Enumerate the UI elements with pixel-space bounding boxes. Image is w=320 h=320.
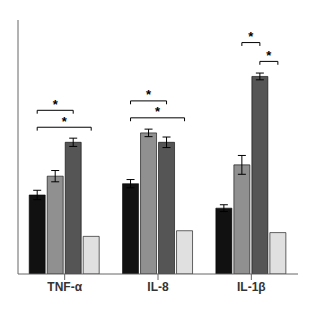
svg-text:TNF-α: TNF-α: [47, 280, 82, 294]
svg-text:*: *: [155, 104, 161, 119]
svg-text:*: *: [62, 114, 68, 129]
svg-text:*: *: [266, 48, 272, 63]
svg-text:*: *: [248, 29, 254, 44]
svg-text:IL-1β: IL-1β: [237, 280, 266, 294]
svg-text:*: *: [146, 87, 152, 102]
svg-text:*: *: [53, 97, 59, 112]
svg-text:IL-8: IL-8: [147, 280, 169, 294]
